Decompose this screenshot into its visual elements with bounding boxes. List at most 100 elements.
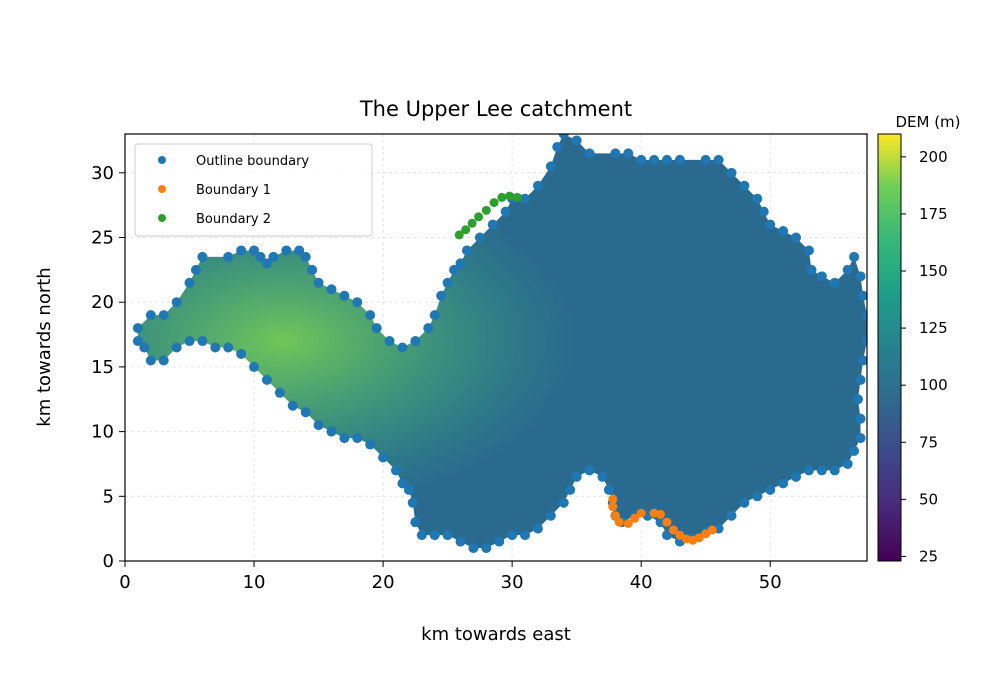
outline-boundary-point xyxy=(365,439,376,450)
outline-boundary-point xyxy=(858,290,867,301)
outline-boundary-point xyxy=(739,497,750,508)
outline-boundary-point xyxy=(429,310,440,321)
outline-boundary-point xyxy=(474,232,485,243)
y-tick-label: 5 xyxy=(103,486,114,507)
outline-boundary-point xyxy=(849,446,860,457)
outline-boundary-point xyxy=(520,530,531,541)
y-tick-label: 0 xyxy=(103,551,114,572)
outline-boundary-point xyxy=(855,433,866,444)
outline-boundary-point xyxy=(849,251,860,262)
legend-marker-outline xyxy=(158,156,166,164)
outline-boundary-point xyxy=(855,271,866,282)
outline-boundary-point xyxy=(636,154,647,165)
outline-boundary-point xyxy=(791,232,802,243)
outline-boundary-point xyxy=(184,277,195,288)
boundary-1-point xyxy=(694,533,704,543)
colorbar-label: DEM (m) xyxy=(895,113,960,131)
outline-boundary-point xyxy=(197,336,208,347)
y-tick-label: 20 xyxy=(91,292,114,313)
outline-boundary-point xyxy=(603,484,614,495)
boundary-2-point xyxy=(454,230,464,240)
outline-boundary-point xyxy=(197,251,208,262)
boundary-2-point xyxy=(497,192,507,202)
colorbar-gradient xyxy=(878,134,901,561)
outline-boundary-point xyxy=(449,264,460,275)
outline-boundary-point xyxy=(378,452,389,463)
outline-boundary-point xyxy=(410,517,421,528)
outline-boundary-point xyxy=(803,465,814,476)
x-tick-label: 0 xyxy=(119,572,130,593)
outline-boundary-point xyxy=(752,193,763,204)
boundary-1-point xyxy=(608,494,618,504)
outline-boundary-point xyxy=(268,251,279,262)
boundary-1-point xyxy=(623,518,633,528)
legend-marker-boundary-1 xyxy=(158,185,166,193)
boundary-1-point xyxy=(636,508,646,518)
chart-title: The Upper Lee catchment xyxy=(359,97,632,121)
colorbar: DEM (m) 25 50 75 100 125 150 175 200 xyxy=(877,113,961,565)
legend-label-outline: Outline boundary xyxy=(196,154,309,169)
outline-boundary-point xyxy=(829,465,840,476)
boundary-2-point xyxy=(489,198,499,208)
colorbar-tick-label: 125 xyxy=(919,319,948,337)
x-tick-label: 50 xyxy=(759,572,782,593)
outline-boundary-point xyxy=(281,245,292,256)
outline-boundary-point xyxy=(455,536,466,547)
outline-boundary-point xyxy=(842,458,853,469)
outline-boundary-point xyxy=(190,264,201,275)
outline-boundary-point xyxy=(255,251,266,262)
outline-boundary-point xyxy=(249,361,260,372)
outline-boundary-point xyxy=(816,271,827,282)
outline-boundary-point xyxy=(739,180,750,191)
x-tick-label: 20 xyxy=(372,572,395,593)
outline-boundary-point xyxy=(862,336,867,347)
colorbar-tick-label: 100 xyxy=(919,376,948,394)
outline-boundary-point xyxy=(442,277,453,288)
outline-boundary-point xyxy=(249,245,260,256)
boundary-2-point xyxy=(474,212,484,222)
outline-boundary-point xyxy=(236,348,247,359)
x-axis: 0 10 20 30 40 50 xyxy=(119,561,782,593)
outline-boundary-point xyxy=(326,284,337,295)
boundary-2-point xyxy=(467,218,477,228)
outline-boundary-point xyxy=(507,530,518,541)
outline-boundary-point xyxy=(145,355,156,366)
boundary-1-point xyxy=(608,502,618,512)
x-tick-label: 30 xyxy=(501,572,524,593)
outline-boundary-point xyxy=(313,420,324,431)
outline-boundary-point xyxy=(700,154,711,165)
outline-boundary-point xyxy=(171,342,182,353)
outline-boundary-point xyxy=(610,148,621,159)
boundary-1-point xyxy=(675,530,685,540)
outline-boundary-point xyxy=(410,336,421,347)
outline-boundary-point xyxy=(791,471,802,482)
outline-boundary-point xyxy=(300,407,311,418)
outline-boundary-point xyxy=(287,400,298,411)
outline-boundary-point xyxy=(726,167,737,178)
outline-boundary-point xyxy=(500,206,511,217)
boundary-1-point xyxy=(701,529,711,539)
outline-boundary-point xyxy=(571,135,582,146)
outline-boundary-point xyxy=(171,297,182,308)
outline-boundary-point xyxy=(261,374,272,385)
legend-marker-boundary-2 xyxy=(158,214,166,222)
legend-box xyxy=(134,143,373,237)
outline-boundary-point xyxy=(352,433,363,444)
outline-boundary-point xyxy=(261,258,272,269)
colorbar-ticks: 25 50 75 100 125 150 175 200 xyxy=(901,148,948,565)
outline-boundary-point xyxy=(674,154,685,165)
boundary-2-point xyxy=(505,191,515,201)
colorbar-tick-label: 25 xyxy=(919,547,938,565)
outline-boundary-point xyxy=(339,433,350,444)
outline-boundary-point xyxy=(236,245,247,256)
x-axis-label: km towards east xyxy=(421,624,571,645)
outline-boundary-point xyxy=(571,471,582,482)
outline-boundary-point xyxy=(223,342,234,353)
y-tick-label: 10 xyxy=(91,422,114,443)
outline-boundary-point xyxy=(661,530,672,541)
boundary-2-point xyxy=(481,205,491,215)
outline-boundary-point xyxy=(442,530,453,541)
outline-boundary-point xyxy=(339,290,350,301)
outline-boundary-point xyxy=(429,530,440,541)
